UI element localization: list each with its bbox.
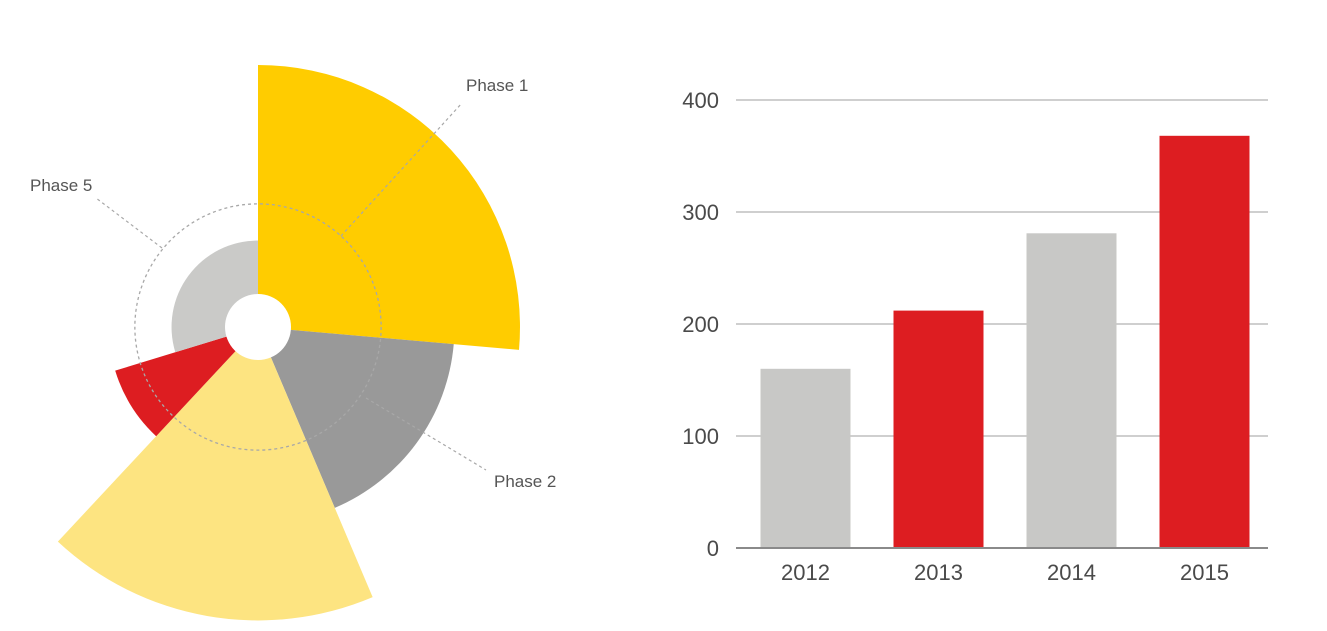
y-tick-0: 0	[707, 536, 719, 561]
y-tick-200: 200	[682, 312, 719, 337]
callout-phase-2: Phase 2	[365, 397, 556, 491]
bar-bars	[760, 135, 1250, 549]
polar-segment-2	[258, 327, 454, 508]
bar-2013	[893, 310, 984, 548]
y-tick-300: 300	[682, 200, 719, 225]
callout-line-phase-5	[95, 197, 163, 249]
callout-phase-1: Phase 1	[340, 76, 528, 237]
x-tick-2013: 2013	[914, 560, 963, 585]
callout-label-phase-1: Phase 1	[466, 76, 528, 95]
polar-segment-3	[57, 327, 373, 621]
callout-label-phase-5: Phase 5	[30, 176, 92, 195]
callout-line-phase-2	[365, 397, 487, 471]
y-tick-100: 100	[682, 424, 719, 449]
callout-phase-5: Phase 5	[30, 176, 163, 249]
reference-ring	[134, 203, 382, 451]
bar-2015	[1159, 135, 1250, 549]
x-tick-2015: 2015	[1180, 560, 1229, 585]
polar-segment-1	[258, 65, 520, 350]
bar-y-tick-labels: 0 100 200 300 400	[682, 88, 719, 561]
x-tick-2012: 2012	[781, 560, 830, 585]
x-tick-2014: 2014	[1047, 560, 1096, 585]
y-tick-400: 400	[682, 88, 719, 113]
bar-x-tick-labels: 2012 2013 2014 2015	[781, 560, 1229, 585]
bar-2014	[1026, 233, 1117, 549]
bar-2012	[760, 368, 851, 548]
polar-segment-4	[115, 327, 258, 437]
polar-area-chart: Phase 1 Phase 2 Phase 5	[30, 65, 556, 621]
bar-chart: 0 100 200 300 400 2012 2013 2014 2015	[682, 88, 1268, 585]
center-hole	[225, 294, 291, 360]
polar-segments	[57, 65, 520, 621]
callout-label-phase-2: Phase 2	[494, 472, 556, 491]
